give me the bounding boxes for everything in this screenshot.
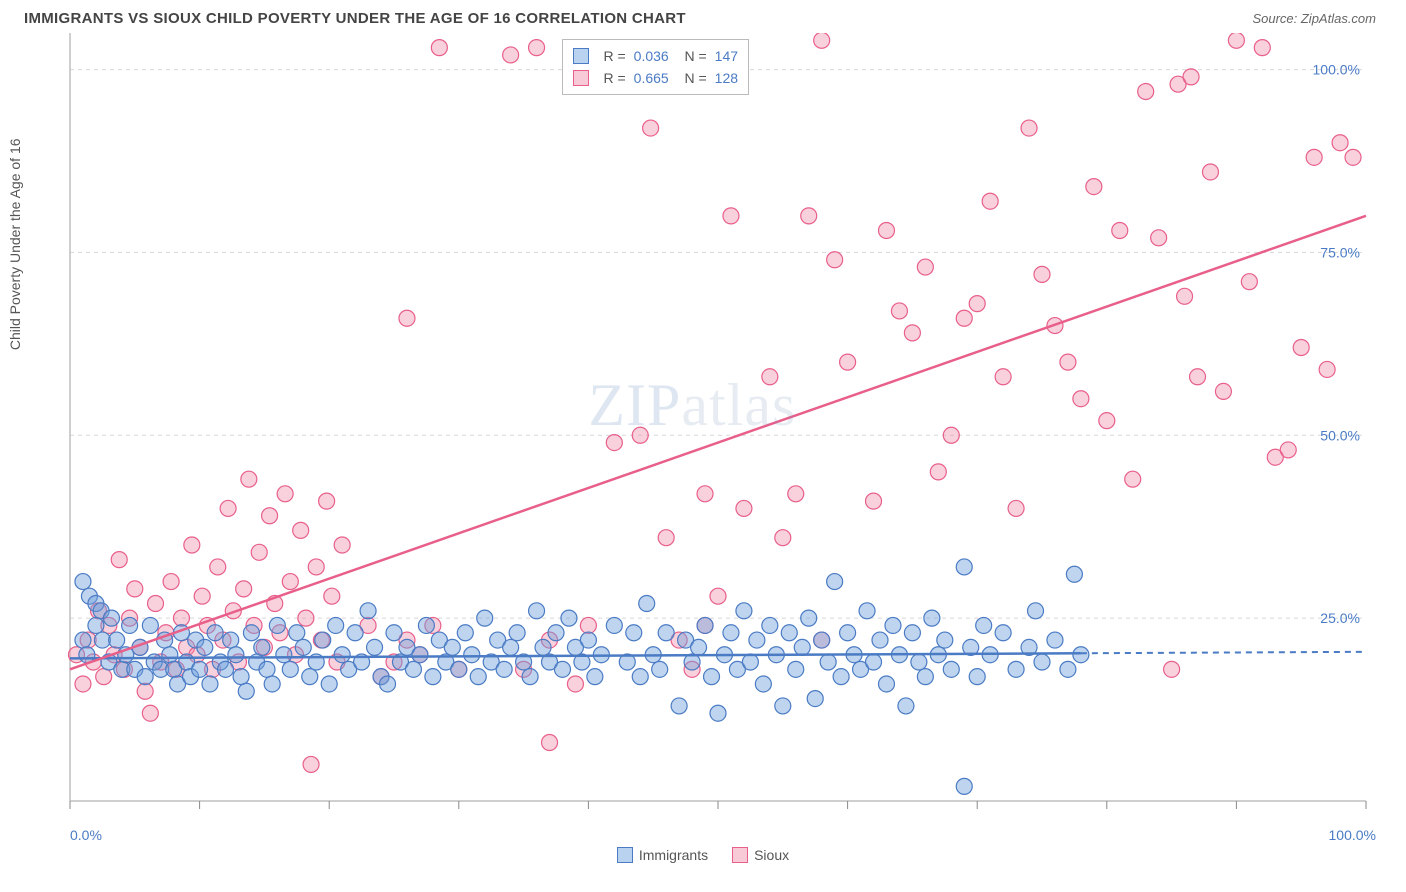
legend-item: Immigrants — [617, 847, 708, 863]
source-label: Source: ZipAtlas.com — [1252, 11, 1376, 26]
x-axis-max-label: 100.0% — [1329, 827, 1376, 843]
svg-text:100.0%: 100.0% — [1313, 62, 1360, 78]
chart-title: IMMIGRANTS VS SIOUX CHILD POVERTY UNDER … — [24, 10, 686, 27]
scatter-chart: 25.0% 50.0% 75.0% 100.0% — [20, 33, 1386, 821]
legend-row: R = 0.665 N = 128 — [573, 67, 738, 89]
correlation-legend: R = 0.036 N = 147R = 0.665 N = 128 — [562, 39, 749, 95]
series-legend: Immigrants Sioux — [20, 843, 1386, 863]
svg-text:25.0%: 25.0% — [1320, 610, 1360, 626]
legend-item: Sioux — [732, 847, 789, 863]
svg-text:75.0%: 75.0% — [1320, 244, 1360, 260]
legend-row: R = 0.036 N = 147 — [573, 45, 738, 67]
y-axis-title: Child Poverty Under the Age of 16 — [7, 138, 23, 350]
x-axis-min-label: 0.0% — [70, 827, 102, 843]
svg-text:50.0%: 50.0% — [1320, 427, 1360, 443]
